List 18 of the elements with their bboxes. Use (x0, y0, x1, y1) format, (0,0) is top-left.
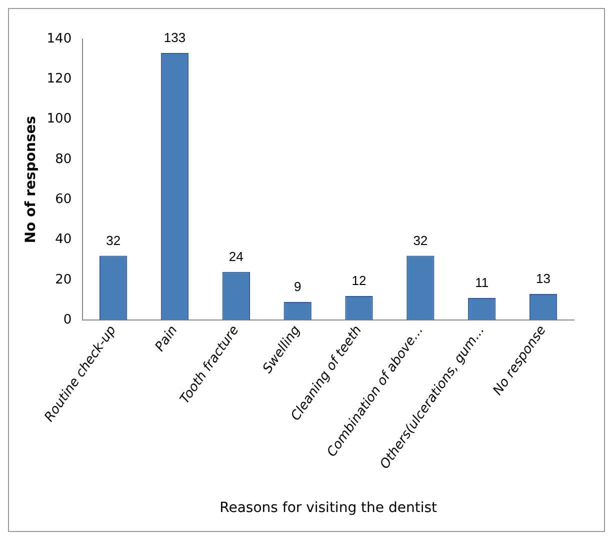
y-tick-label: 20 (55, 272, 72, 288)
x-axis-title: Reasons for visiting the dentist (220, 500, 438, 516)
data-label: 32 (106, 232, 121, 248)
data-label: 9 (294, 279, 302, 294)
y-tick-label: 80 (55, 152, 72, 167)
y-tick-label: 40 (55, 232, 72, 248)
data-label: 24 (228, 248, 244, 264)
y-axis-title: No of responses (23, 116, 40, 244)
data-label: 11 (475, 275, 489, 290)
data-label: 12 (352, 273, 366, 288)
y-tick-label: 120 (46, 72, 72, 87)
y-tick-label: 0 (63, 312, 72, 328)
data-label: 13 (536, 271, 551, 286)
y-tick-label: 100 (46, 112, 72, 127)
y-tick-label: 60 (55, 192, 72, 207)
data-label: 133 (164, 30, 186, 46)
data-label: 32 (413, 232, 428, 248)
y-tick-label: 140 (46, 31, 72, 46)
